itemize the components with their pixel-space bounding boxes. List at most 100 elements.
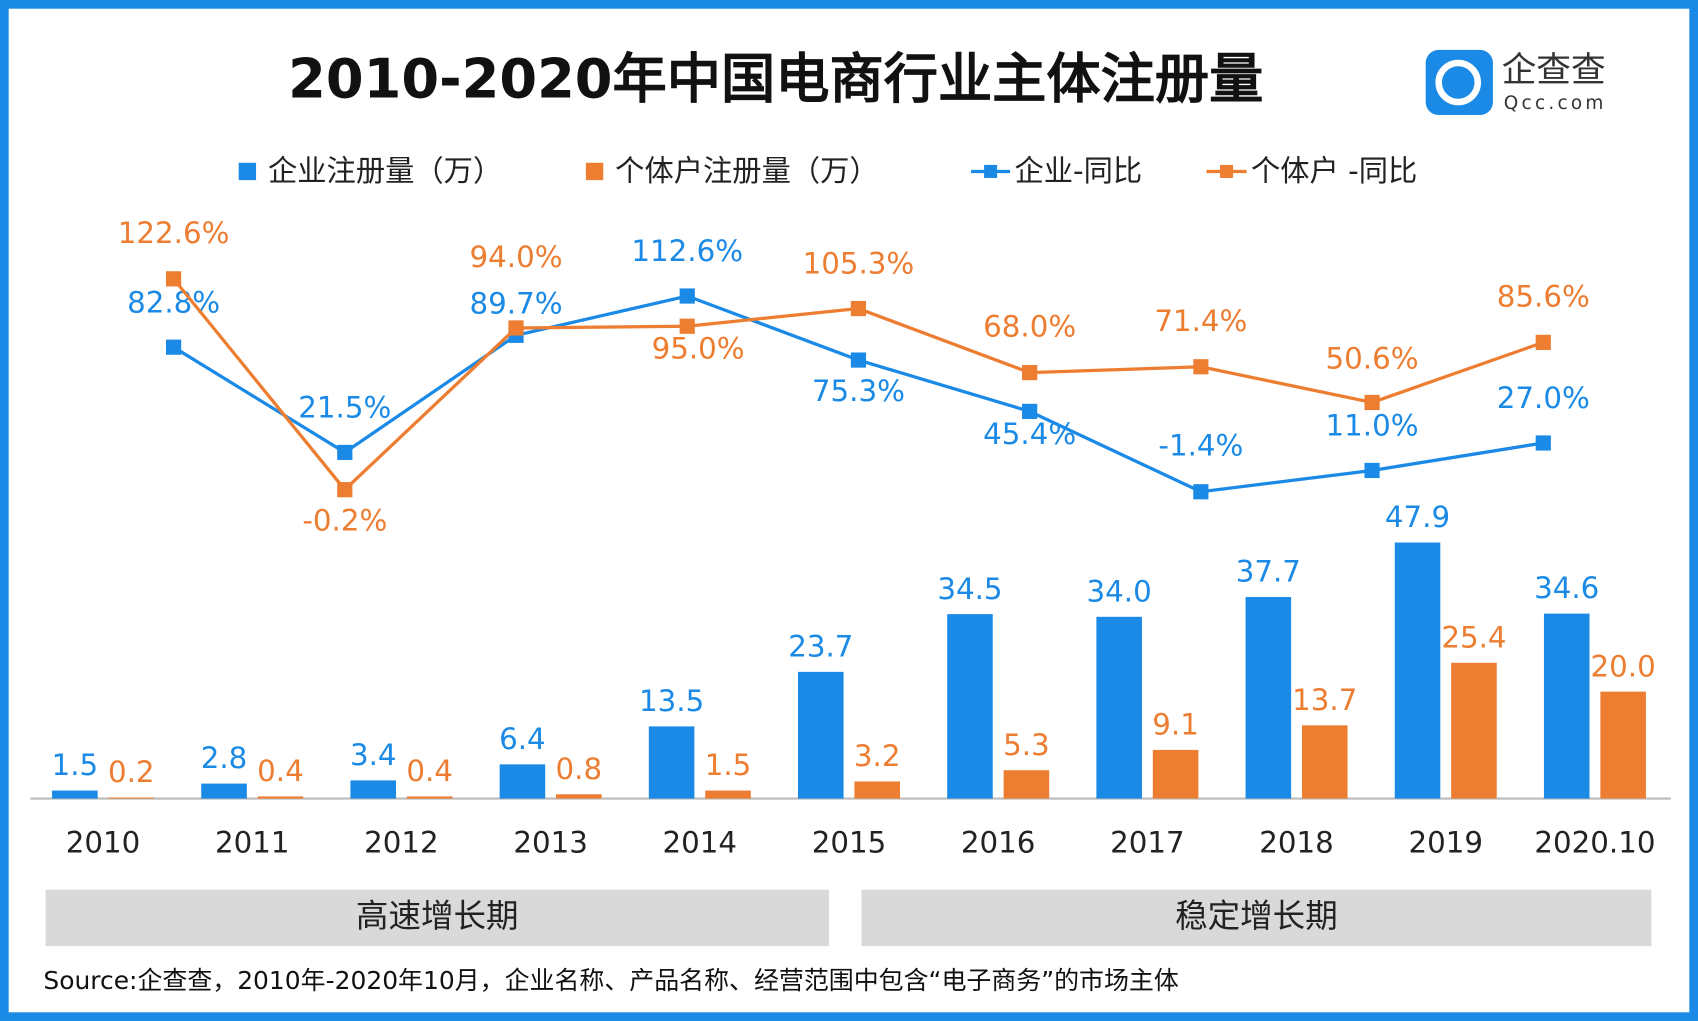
- line-point: [337, 482, 353, 498]
- line-point: [1364, 394, 1380, 411]
- x-tick-label: 2011: [215, 826, 290, 860]
- line-point: [1535, 334, 1551, 350]
- x-tick-label: 2015: [812, 826, 887, 860]
- logo-ring: [1435, 59, 1482, 106]
- period-band: [861, 889, 1652, 947]
- data-label: 3.4: [350, 738, 397, 772]
- x-tick-label: 2014: [663, 826, 738, 860]
- legend-swatch: [585, 162, 604, 181]
- data-label: 105.3%: [803, 247, 915, 281]
- data-label: 82.8%: [127, 285, 220, 319]
- data-label: 95.0%: [652, 332, 745, 366]
- period-band: [45, 889, 829, 947]
- bar: [201, 783, 247, 799]
- legend-label: 企业注册量（万）: [268, 154, 502, 188]
- x-tick-label: 2019: [1408, 826, 1483, 860]
- line-point: [1535, 435, 1551, 451]
- data-label: 45.4%: [983, 417, 1076, 451]
- data-label: 85.6%: [1497, 279, 1590, 313]
- bar: [499, 764, 546, 799]
- data-label: 68.0%: [983, 310, 1076, 344]
- line-point: [850, 352, 867, 368]
- bar: [1543, 613, 1590, 799]
- line-point: [337, 444, 353, 461]
- data-label: 34.0: [1087, 574, 1152, 608]
- line-point: [850, 300, 867, 317]
- data-label: -0.2%: [302, 504, 387, 538]
- bar: [1301, 725, 1348, 799]
- bar: [1096, 616, 1142, 799]
- bar: [1245, 597, 1292, 799]
- data-label: 2.8: [201, 741, 248, 775]
- legend-swatch: [238, 162, 257, 181]
- x-tick-label: 2017: [1110, 826, 1185, 860]
- legend-label: 个体户 -同比: [1251, 154, 1417, 188]
- bar: [350, 780, 397, 799]
- data-label: 1.5: [705, 748, 752, 782]
- line-point: [679, 288, 695, 304]
- bar: [798, 671, 844, 799]
- line-point: [1022, 403, 1038, 419]
- bar: [406, 796, 453, 799]
- data-label: 0.2: [108, 755, 155, 789]
- x-tick-label: 2012: [364, 826, 439, 860]
- source-note: Source:企查查，2010年-2020年10月，企业名称、产品名称、经营范围…: [43, 966, 1178, 995]
- bar: [257, 796, 304, 799]
- bar: [108, 797, 155, 799]
- data-label: -1.4%: [1158, 429, 1243, 463]
- data-label: 25.4: [1441, 620, 1506, 654]
- data-label: 20.0: [1591, 649, 1656, 683]
- data-label: 112.6%: [631, 234, 743, 268]
- data-label: 3.2: [854, 739, 901, 773]
- data-label: 75.3%: [812, 374, 905, 408]
- bar: [947, 614, 993, 799]
- line-point: [1022, 365, 1038, 381]
- data-label: 34.6: [1534, 571, 1599, 605]
- legend-label: 企业-同比: [1014, 154, 1142, 188]
- bar: [648, 726, 695, 799]
- x-tick-label: 2010: [66, 826, 141, 860]
- period-label: 稳定增长期: [1175, 897, 1338, 935]
- data-label: 122.6%: [118, 216, 230, 250]
- logo-name: 企查查: [1502, 51, 1606, 91]
- data-label: 89.7%: [470, 286, 563, 320]
- data-label: 27.0%: [1497, 381, 1590, 415]
- bar: [1600, 691, 1646, 799]
- period-label: 高速增长期: [356, 897, 519, 935]
- legend-swatch: [1220, 164, 1234, 178]
- line-point: [1193, 484, 1209, 500]
- line-point: [166, 339, 182, 355]
- chart-title: 2010-2020年中国电商行业主体注册量: [288, 48, 1263, 111]
- bar: [1451, 662, 1497, 799]
- bar: [52, 790, 98, 799]
- data-label: 1.5: [52, 748, 99, 782]
- data-label: 9.1: [1152, 708, 1199, 742]
- data-label: 37.7: [1236, 555, 1301, 589]
- data-label: 23.7: [788, 630, 853, 664]
- data-label: 0.8: [556, 752, 603, 786]
- line-point: [508, 320, 524, 336]
- line-point: [679, 318, 695, 334]
- line-point: [166, 271, 182, 287]
- bar: [1394, 542, 1441, 799]
- data-label: 6.4: [499, 722, 546, 756]
- data-label: 21.5%: [298, 391, 391, 425]
- line-point: [1193, 359, 1209, 375]
- data-label: 0.4: [406, 754, 453, 788]
- legend-swatch: [984, 164, 998, 178]
- data-label: 71.4%: [1154, 304, 1247, 338]
- logo-domain: Qcc.com: [1504, 93, 1607, 114]
- data-label: 50.6%: [1326, 342, 1419, 376]
- data-label: 34.5: [937, 572, 1002, 606]
- data-label: 5.3: [1003, 728, 1050, 762]
- bar: [1152, 749, 1199, 799]
- bar: [705, 790, 751, 799]
- data-label: 13.7: [1292, 683, 1357, 717]
- x-tick-label: 2018: [1259, 826, 1334, 860]
- data-label: 47.9: [1385, 500, 1450, 534]
- line-point: [1364, 462, 1380, 479]
- data-label: 13.5: [639, 684, 704, 718]
- bar: [1003, 770, 1050, 799]
